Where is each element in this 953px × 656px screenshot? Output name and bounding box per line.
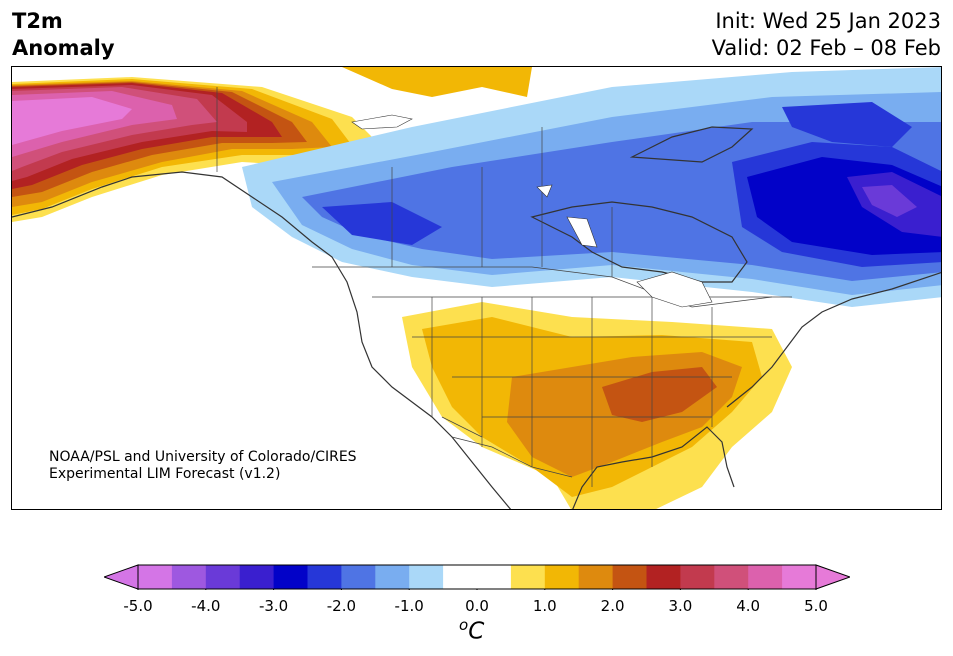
colorbar-ticks	[137, 589, 817, 590]
colorbar	[104, 564, 850, 590]
colorbar-cell	[307, 565, 342, 589]
cold-anomaly-canada	[242, 67, 941, 307]
colorbar-cell	[477, 565, 512, 589]
colorbar-cell	[171, 565, 207, 589]
colorbar-tick-label: 5.0	[804, 597, 828, 615]
colorbar-cell	[443, 565, 478, 589]
colorbar-cell	[544, 565, 580, 589]
anomaly-map	[11, 66, 942, 510]
colorbar-cell	[578, 565, 614, 589]
colorbar-over-arrow	[815, 564, 850, 590]
credit-text: NOAA/PSL and University of Colorado/CIRE…	[49, 449, 357, 483]
lakes	[351, 114, 713, 308]
colorbar-cell	[510, 565, 546, 589]
colorbar-cell	[239, 565, 275, 589]
title-line-1: T2m	[12, 9, 63, 33]
colorbar-cell	[138, 565, 173, 589]
colorbar-tick-label: 4.0	[736, 597, 761, 615]
colorbar-under-arrow	[104, 564, 139, 590]
map-canvas	[12, 67, 941, 509]
colorbar-tick-label: -2.0	[326, 597, 357, 615]
colorbar-cell	[273, 565, 308, 589]
colorbar-tick-label: -3.0	[258, 597, 289, 615]
credit-line-2: Experimental LIM Forecast (v1.2)	[49, 466, 281, 482]
credit-line-1: NOAA/PSL and University of Colorado/CIRE…	[49, 449, 357, 465]
colorbar-tick-label: 2.0	[600, 597, 625, 615]
colorbar-tick-label: 0.0	[465, 597, 489, 615]
unit-celsius: C	[468, 618, 485, 645]
colorbar-tick-label: 3.0	[668, 597, 693, 615]
colorbar-cell	[205, 565, 241, 589]
colorbar-tick-label: -1.0	[394, 597, 424, 615]
forecast-dates: Init: Wed 25 Jan 2023 Valid: 02 Feb – 08…	[712, 8, 941, 62]
colorbar-tick-label: -4.0	[191, 597, 221, 615]
colorbar-cell	[409, 565, 444, 589]
init-date: Init: Wed 25 Jan 2023	[715, 9, 941, 33]
colorbar-cell	[646, 565, 681, 589]
colorbar-cell	[341, 565, 376, 589]
colorbar-cells	[138, 565, 817, 589]
unit-degree: o	[459, 616, 469, 634]
title-line-2: Anomaly	[12, 36, 115, 60]
coastlines	[12, 126, 941, 509]
colorbar-unit: oC	[459, 616, 484, 645]
map-title: T2m Anomaly	[12, 8, 115, 62]
valid-range: Valid: 02 Feb – 08 Feb	[711, 36, 941, 60]
colorbar-cell	[782, 565, 817, 589]
colorbar-cell	[748, 565, 783, 589]
colorbar-cell	[375, 565, 410, 589]
colorbar-cell	[680, 565, 715, 589]
colorbar-cell	[612, 565, 647, 589]
colorbar-cell	[714, 565, 749, 589]
political-borders	[216, 87, 792, 487]
colorbar-tick-label: -5.0	[123, 597, 153, 615]
colorbar-tick-label: 1.0	[532, 597, 557, 615]
warm-anomaly-us	[402, 302, 792, 509]
